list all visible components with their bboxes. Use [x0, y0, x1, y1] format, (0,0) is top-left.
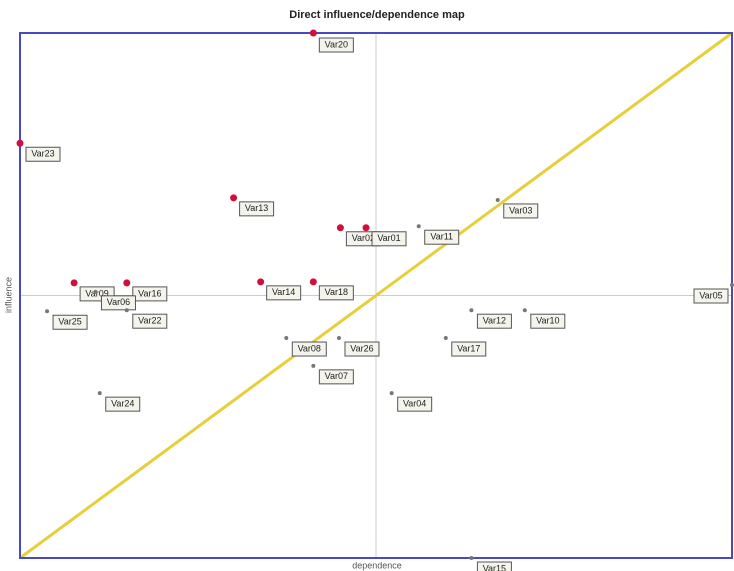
label-box	[371, 231, 407, 247]
label-box	[132, 313, 168, 329]
point	[16, 139, 24, 147]
point-label: Var04	[403, 399, 426, 409]
label-box	[318, 369, 354, 385]
label-box	[476, 561, 512, 571]
point-label: Var09	[85, 288, 108, 298]
chart-title: Direct influence/dependence map	[289, 9, 465, 21]
point	[469, 556, 474, 560]
label-box	[318, 285, 354, 301]
point	[284, 336, 289, 341]
point	[389, 391, 394, 396]
label-box	[100, 295, 136, 311]
point-label: Var01	[377, 233, 400, 243]
point-label: Var23	[31, 149, 54, 159]
point	[45, 309, 50, 314]
point	[309, 29, 317, 37]
point-label: Var06	[107, 297, 130, 307]
point	[416, 224, 421, 229]
label-box	[476, 313, 512, 329]
label-box	[25, 146, 61, 162]
point-label: Var10	[536, 316, 559, 326]
point	[97, 391, 102, 396]
point	[257, 278, 265, 286]
point	[124, 308, 129, 313]
point-label: Var11	[430, 232, 453, 242]
point	[469, 308, 474, 313]
point	[730, 283, 734, 287]
point	[336, 224, 344, 232]
point-label: Var15	[483, 563, 506, 571]
point	[70, 279, 78, 287]
point	[495, 197, 500, 202]
point-label: Var24	[111, 399, 134, 409]
point	[230, 194, 238, 202]
point-label: Var20	[325, 39, 348, 49]
x-axis-label: dependence	[352, 560, 402, 570]
plot-frame	[19, 32, 733, 559]
point	[311, 363, 316, 368]
label-box	[424, 229, 460, 245]
point-label: Var14	[272, 287, 295, 297]
point	[522, 308, 527, 313]
point-label: Var18	[325, 287, 348, 297]
point	[336, 336, 341, 341]
point	[123, 279, 131, 287]
point-label: Var26	[350, 343, 373, 353]
y-axis-label: influence	[3, 277, 13, 313]
label-box	[132, 286, 168, 302]
point	[309, 278, 317, 286]
point-label: Var02	[352, 233, 375, 243]
point	[362, 224, 370, 232]
label-box	[503, 203, 539, 219]
point-label: Var25	[58, 317, 81, 327]
label-box	[52, 314, 88, 330]
point-label: Var12	[483, 316, 506, 326]
label-box	[451, 341, 487, 357]
point	[93, 289, 98, 294]
label-box	[693, 288, 729, 304]
point-label: Var17	[457, 343, 480, 353]
point-label: Var22	[138, 316, 161, 326]
diagonal-line	[19, 31, 733, 560]
point-label: Var07	[325, 371, 348, 381]
point-label: Var03	[509, 205, 532, 215]
point-label: Var13	[245, 203, 268, 213]
label-box	[344, 341, 380, 357]
label-box	[291, 341, 327, 357]
point-label: Var16	[138, 288, 161, 298]
label-box	[266, 285, 302, 301]
label-box	[530, 313, 566, 329]
point	[443, 336, 448, 341]
label-box	[239, 201, 275, 217]
label-box	[397, 396, 433, 412]
point-label: Var08	[298, 343, 321, 353]
label-box	[318, 37, 354, 53]
label-box	[105, 396, 141, 412]
point-label: Var05	[699, 290, 722, 300]
